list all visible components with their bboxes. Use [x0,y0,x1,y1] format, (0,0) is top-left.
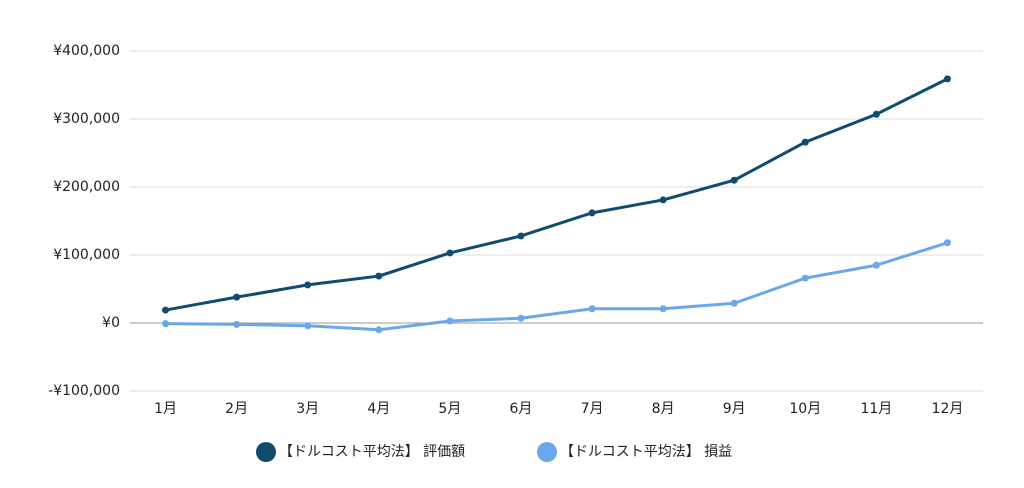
data-point [517,232,525,240]
x-tick-label: 10月 [789,401,821,417]
x-tick-label: 11月 [860,401,892,417]
data-point [162,306,170,314]
data-point [375,272,383,280]
legend-marker [537,442,557,462]
data-point [943,239,951,247]
legend-label: 【ドルコスト平均法】 評価額 [279,444,465,460]
data-point [801,138,809,146]
series-line [165,77,949,312]
data-point [801,274,809,282]
y-tick-label: ¥0 [102,315,120,331]
data-point [304,322,312,330]
y-tick-label: ¥400,000 [53,43,120,59]
series-line [165,241,948,332]
data-point [233,293,241,301]
x-tick-label: 12月 [932,401,964,417]
data-point [659,305,667,313]
data-point [375,326,383,334]
data-point [446,317,454,325]
x-tick-label: 8月 [652,401,675,417]
data-point [162,320,170,328]
y-tick-label: -¥100,000 [48,383,120,399]
x-tick-label: 6月 [509,401,532,417]
x-tick-label: 9月 [723,401,746,417]
data-point [517,314,525,322]
data-point [872,110,880,118]
data-point [446,249,454,257]
legend-label: 【ドルコスト平均法】 損益 [560,444,732,460]
x-tick-label: 3月 [296,401,319,417]
x-tick-label: 2月 [225,401,248,417]
x-tick-label: 1月 [154,401,177,417]
x-tick-label: 5月 [438,401,461,417]
data-point [588,209,596,217]
data-point [659,196,667,204]
data-point [730,176,738,184]
data-point [304,281,312,289]
x-tick-label: 4月 [367,401,390,417]
data-point [730,299,738,307]
x-tick-label: 7月 [581,401,604,417]
y-tick-label: ¥200,000 [53,179,120,195]
y-tick-label: ¥100,000 [53,247,120,263]
y-tick-label: ¥300,000 [53,111,120,127]
data-point [872,261,880,269]
data-point [233,320,241,328]
data-point [943,75,951,83]
legend-marker [256,442,276,462]
data-point [588,305,596,313]
